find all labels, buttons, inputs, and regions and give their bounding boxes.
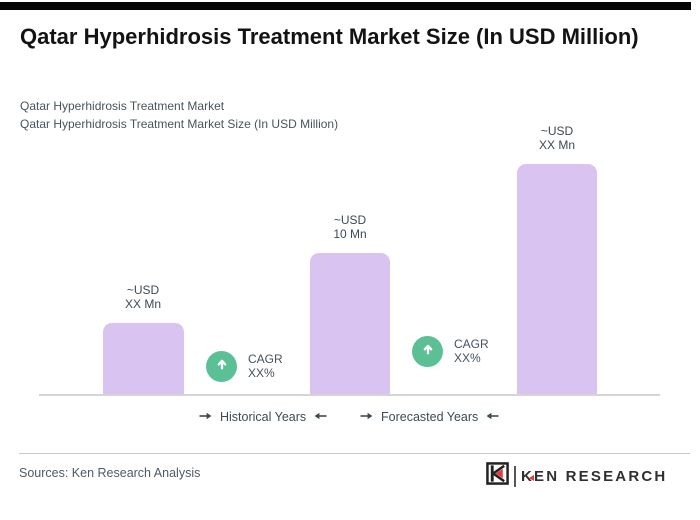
- logo-k-red-accent-icon: [529, 474, 534, 481]
- legend-label: Forecasted Years: [381, 410, 479, 424]
- bar-value-line: XX Mn: [538, 137, 575, 152]
- x-axis-line: [39, 394, 660, 396]
- cagr-text: CAGR XX%: [454, 337, 489, 365]
- cagr-value: XX%: [248, 365, 275, 380]
- logo-divider: [514, 465, 516, 487]
- subtitle-line-2: Qatar Hyperhidrosis Treatment Market Siz…: [20, 117, 339, 131]
- logo-text: KEN RESEARCH: [521, 467, 668, 485]
- cagr-badge: CAGR XX%: [206, 351, 283, 382]
- cagr-text: CAGR XX%: [248, 352, 283, 380]
- subtitle-line-1: Qatar Hyperhidrosis Treatment Market: [20, 99, 225, 113]
- right-arrow-icon: [199, 410, 212, 424]
- bar-value-label: ~USD XX Mn: [497, 124, 617, 152]
- left-arrow-icon: [314, 410, 327, 424]
- bar-value-label: ~USD XX Mn: [83, 283, 203, 311]
- page-title: Qatar Hyperhidrosis Treatment Market Siz…: [20, 24, 639, 49]
- cagr-label: CAGR: [248, 352, 283, 366]
- up-arrow-icon: [214, 356, 230, 377]
- cagr-circle: [412, 336, 443, 367]
- footer-divider: [19, 453, 690, 454]
- ken-research-logo-mark-icon: [486, 462, 509, 490]
- bar-value-line: ~USD: [540, 124, 574, 138]
- ken-research-logo: KEN RESEARCH: [486, 462, 667, 490]
- bar-value-line: ~USD: [126, 283, 160, 297]
- cagr-circle: [206, 351, 237, 382]
- bar-historical-2: [310, 253, 390, 394]
- legend-forecasted-years: Forecasted Years: [360, 410, 499, 424]
- cagr-badge: CAGR XX%: [412, 336, 489, 367]
- cagr-label: CAGR: [454, 337, 489, 351]
- bar-value-line: 10 Mn: [333, 226, 367, 241]
- logo-wordmark: KEN RESEARCH: [521, 468, 667, 485]
- bar-value-line: XX Mn: [124, 296, 161, 311]
- left-arrow-icon: [486, 410, 499, 424]
- bar-value-line: ~USD: [333, 213, 367, 227]
- legend-label: Historical Years: [220, 410, 307, 424]
- up-arrow-icon: [420, 341, 436, 362]
- bar-value-label: ~USD 10 Mn: [290, 213, 410, 241]
- legend-historical-years: Historical Years: [199, 410, 327, 424]
- cagr-value: XX%: [454, 350, 481, 365]
- right-arrow-icon: [360, 410, 373, 424]
- bar-forecast: [517, 164, 597, 394]
- bar-historical-1: [103, 323, 184, 394]
- top-accent-bar: [0, 2, 691, 10]
- sources-text: Sources: Ken Research Analysis: [19, 466, 201, 480]
